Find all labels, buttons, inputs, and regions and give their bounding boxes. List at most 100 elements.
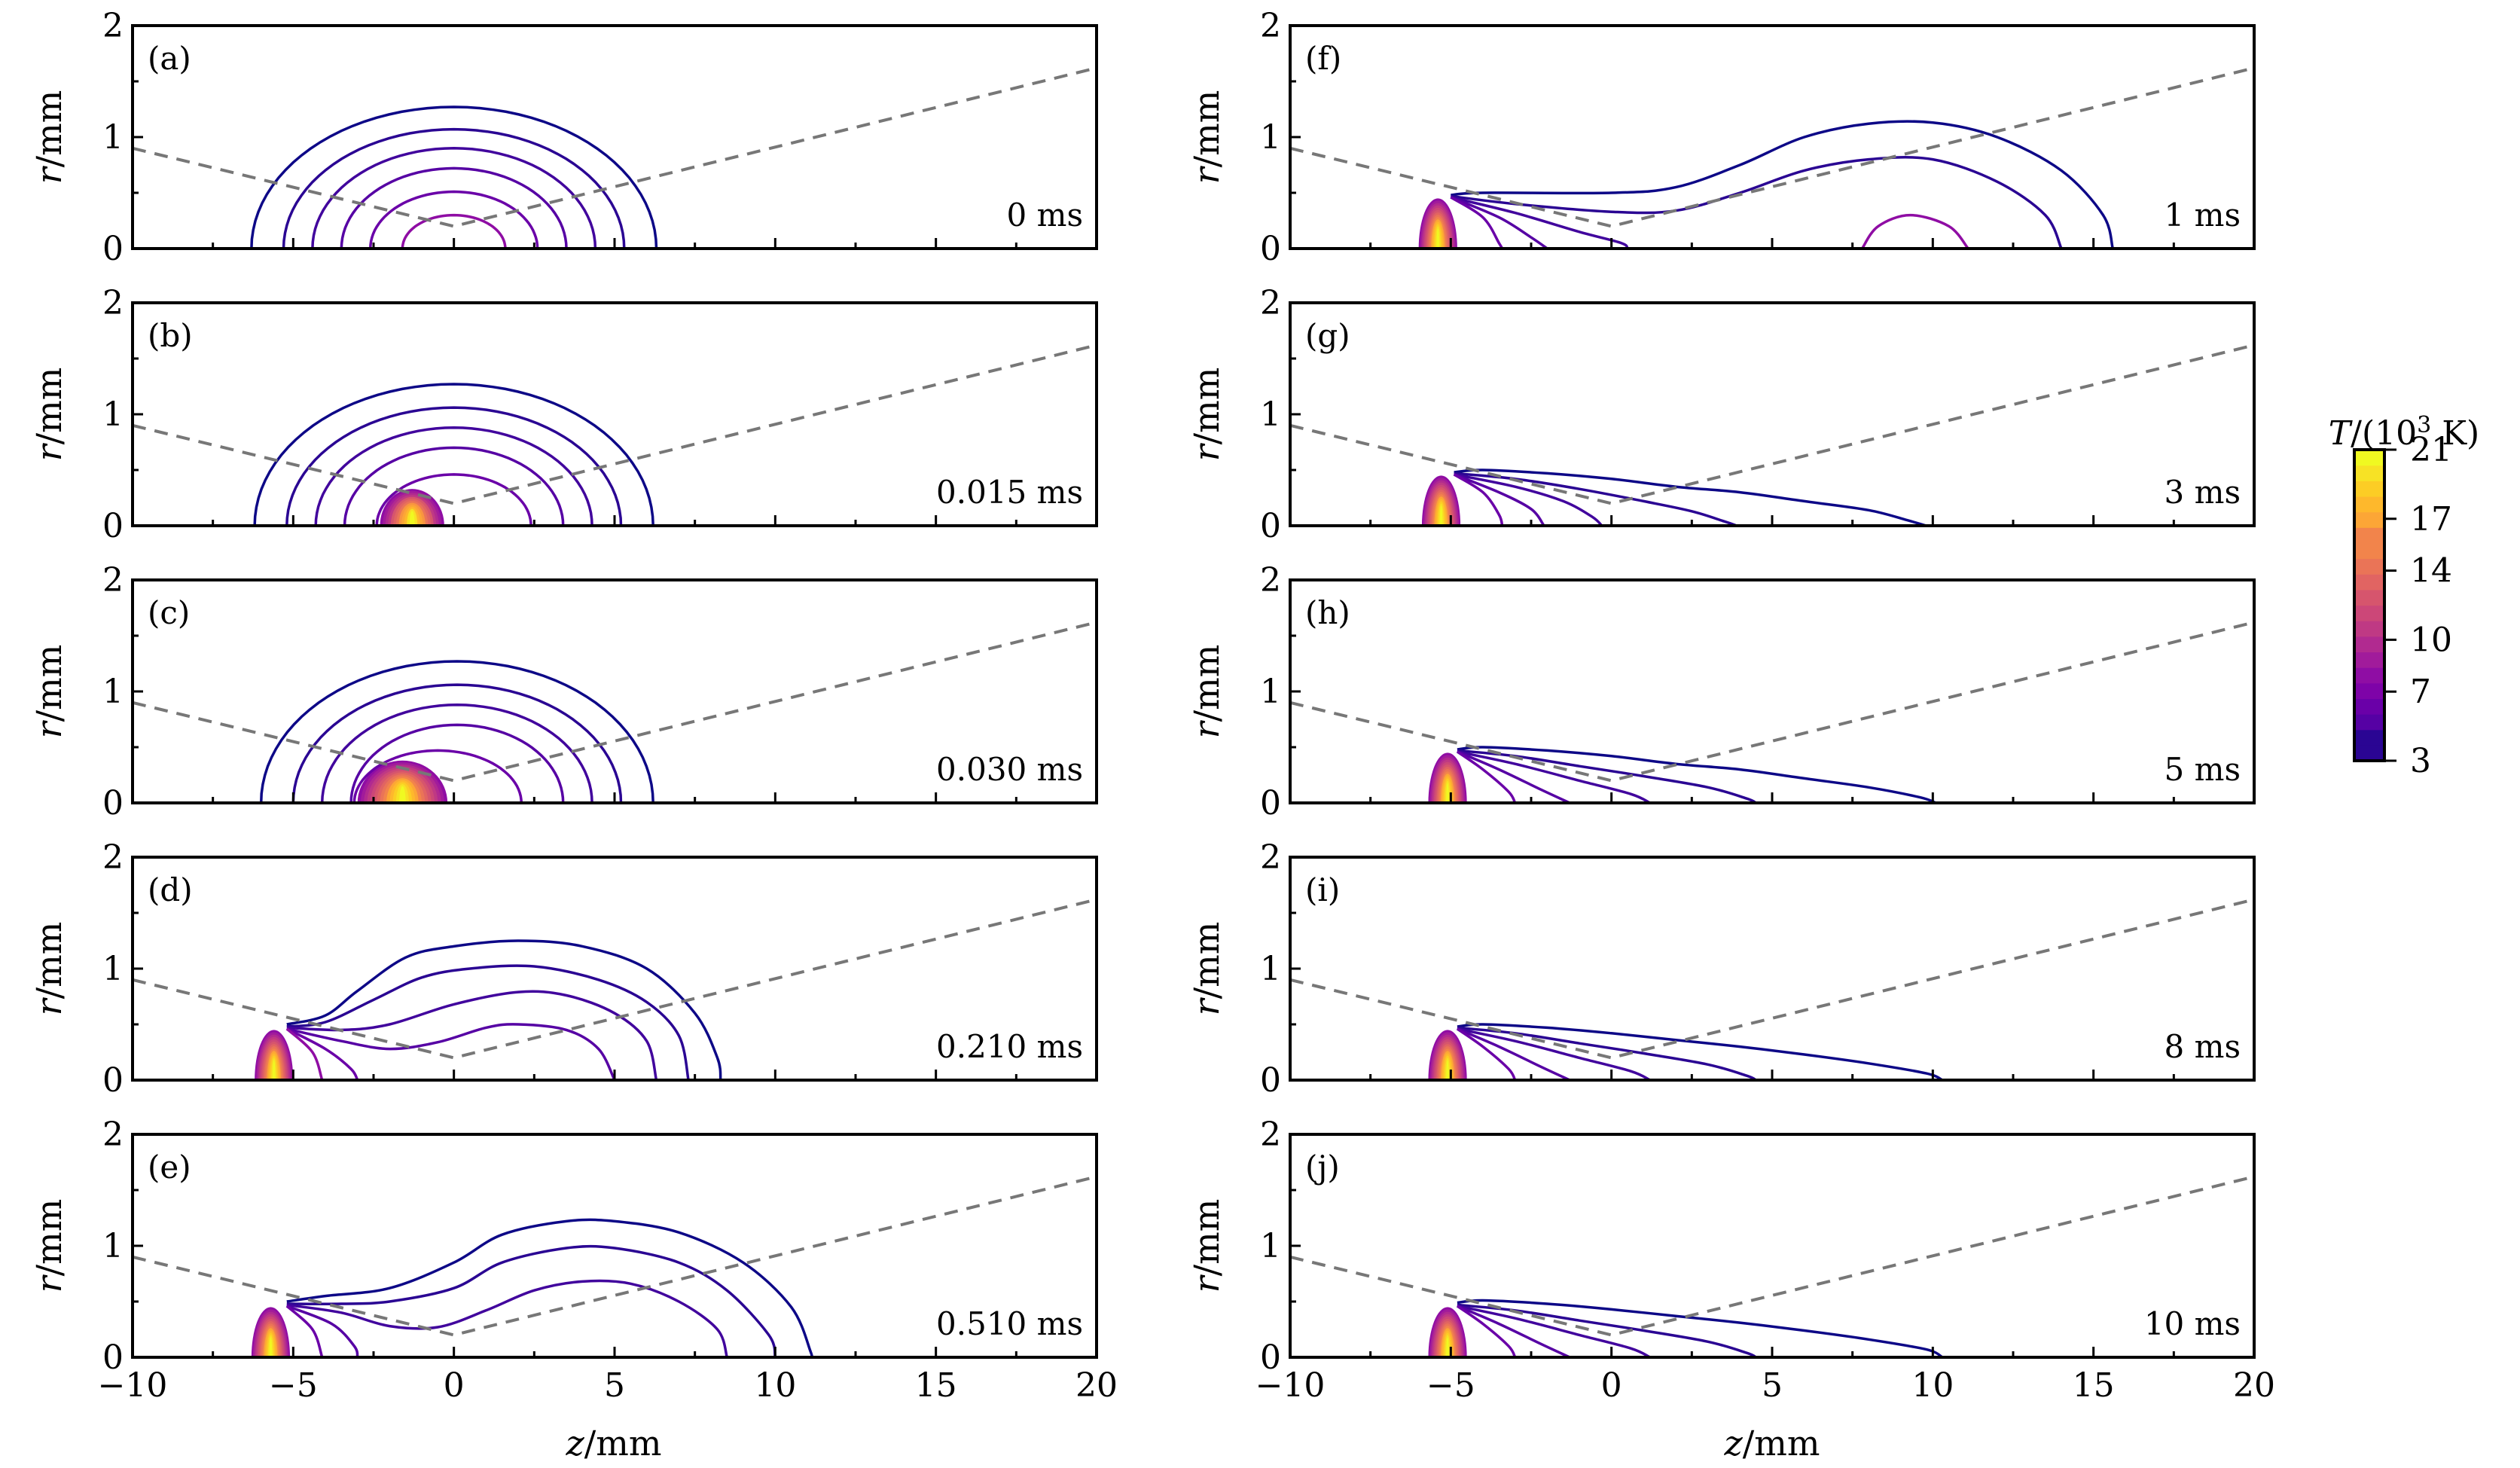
y-axis-unit: /mm	[1186, 1199, 1227, 1277]
contour-line	[285, 1027, 359, 1080]
colorbar-swatch	[2354, 667, 2384, 684]
colorbar-swatch	[2354, 496, 2384, 513]
contour-line	[1457, 1027, 1570, 1080]
y-axis-unit: /mm	[29, 1199, 69, 1277]
colorbar-swatch	[2354, 481, 2384, 497]
y-axis-title: r/mm	[29, 922, 69, 1016]
hot-core-layer	[409, 511, 415, 526]
contour-line	[286, 964, 690, 1080]
panel-tag: (i)	[1305, 871, 1340, 908]
colorbar-swatch	[2354, 558, 2384, 575]
y-axis-unit: /mm	[1186, 368, 1227, 445]
panel-tag: (d)	[148, 871, 193, 908]
y-axis-title: r/mm	[1186, 368, 1227, 462]
y-tick-label: 0	[102, 1061, 124, 1100]
y-tick-label: 0	[1260, 230, 1281, 268]
contour-line	[291, 683, 623, 803]
y-axis-title: r/mm	[1186, 645, 1227, 739]
y-tick-label: 1	[102, 118, 124, 157]
panel-tag: (g)	[1305, 317, 1350, 354]
nozzle-profile-dashed	[133, 66, 1097, 228]
y-axis-var: r	[29, 996, 69, 1015]
y-axis-var: r	[1186, 442, 1227, 461]
y-tick-label: 2	[102, 561, 124, 600]
y-tick-label: 0	[1260, 784, 1281, 823]
y-tick-label: 2	[102, 1115, 124, 1154]
colorbar-tick-label: 7	[2410, 673, 2431, 711]
contour-line	[285, 1305, 324, 1357]
contour-line	[352, 749, 523, 803]
x-tick-label: 0	[1601, 1366, 1622, 1405]
y-tick-label: 1	[102, 1227, 124, 1265]
y-axis-var: r	[1186, 996, 1227, 1015]
contour-line	[1451, 120, 2115, 249]
nozzle-profile-dashed	[133, 898, 1097, 1060]
contour-line	[286, 1305, 359, 1357]
contour-line	[253, 383, 654, 526]
time-label: 0 ms	[1007, 197, 1083, 233]
panel-f: 0 1 2 r/mm (f) 1 ms	[1186, 7, 2256, 268]
time-label: 1 ms	[2165, 197, 2241, 233]
y-tick-label: 0	[102, 1338, 124, 1377]
panel-j: 0 1 2 r/mm −10 −5 0 5 10 15 20 (j) 10 ms	[1186, 1115, 2275, 1405]
panel-tag: (c)	[148, 594, 190, 631]
contour-line	[1450, 196, 1629, 249]
y-tick-label: 0	[1260, 1338, 1281, 1377]
contour-line	[285, 406, 623, 526]
x-axis-title-left: z/mm	[566, 1423, 662, 1463]
contour-line	[1457, 1027, 1651, 1080]
colorbar-swatch	[2354, 574, 2384, 591]
contour-line	[340, 166, 568, 249]
contour-line	[1457, 1305, 1570, 1357]
y-tick-label: 2	[102, 838, 124, 877]
colorbar-ticks: 3 7 10 14 17 21	[2384, 431, 2452, 780]
contour-line	[349, 723, 565, 803]
panel-c: 0 1 2 r/mm (c) 0.030 ms	[29, 561, 1098, 823]
contour-line	[1457, 1305, 1651, 1357]
colorbar-tick-label: 21	[2410, 431, 2452, 469]
hot-core-layer	[269, 1337, 273, 1357]
colorbar-swatch	[2354, 714, 2384, 731]
y-tick-label: 1	[1260, 118, 1281, 157]
contour-line	[1456, 1027, 1517, 1080]
x-tick-label: 10	[1911, 1366, 1954, 1405]
plot-area	[1290, 1175, 2254, 1357]
colorbar-swatch	[2354, 527, 2384, 544]
y-axis-unit: /mm	[1186, 90, 1227, 168]
contour-line	[1457, 746, 1937, 803]
hot-core-layer	[1439, 505, 1443, 526]
panels-group: 0 1 2 r/mm (a) 0 ms 0 1 2 r/mm (b) 0.015 ms 0 1 2 r/mm (…	[29, 7, 2275, 1405]
contour-line	[1457, 750, 1570, 803]
x-tick-label: 10	[754, 1366, 796, 1405]
plot-area	[1290, 898, 2254, 1080]
nozzle-profile-dashed	[133, 343, 1097, 505]
y-tick-label: 1	[1260, 1227, 1281, 1265]
plot-area	[133, 621, 1097, 803]
colorbar-swatch	[2354, 652, 2384, 668]
hot-core-layer	[1446, 1060, 1449, 1080]
y-axis-unit: /mm	[29, 90, 69, 168]
contour-line	[1457, 1026, 1757, 1080]
contour-line	[286, 990, 658, 1080]
colorbar-swatch	[2354, 465, 2384, 481]
colorbar-tick-label: 17	[2410, 500, 2452, 539]
x-tick-label: −10	[98, 1366, 168, 1405]
panel-h: 0 1 2 r/mm (h) 5 ms	[1186, 561, 2256, 823]
colorbar-frame	[2353, 448, 2386, 762]
y-axis-unit: /mm	[29, 368, 69, 445]
y-tick-label: 2	[1260, 284, 1281, 322]
y-tick-label: 2	[102, 7, 124, 45]
panel-d: 0 1 2 r/mm (d) 0.210 ms	[29, 838, 1098, 1100]
contour-line	[1454, 473, 1603, 526]
colorbar: T/(103 K) 3 7 10 14 17 21	[2329, 412, 2479, 780]
contour-line	[368, 190, 539, 249]
panel-a: 0 1 2 r/mm (a) 0 ms	[29, 7, 1098, 268]
plot-area	[133, 1175, 1097, 1357]
contour-line	[1457, 1303, 1757, 1357]
panel-tag: (b)	[148, 317, 193, 354]
plot-area	[133, 898, 1097, 1080]
y-tick-label: 1	[1260, 395, 1281, 434]
contour-line	[1861, 213, 1969, 249]
y-axis-title: r/mm	[29, 1199, 69, 1293]
